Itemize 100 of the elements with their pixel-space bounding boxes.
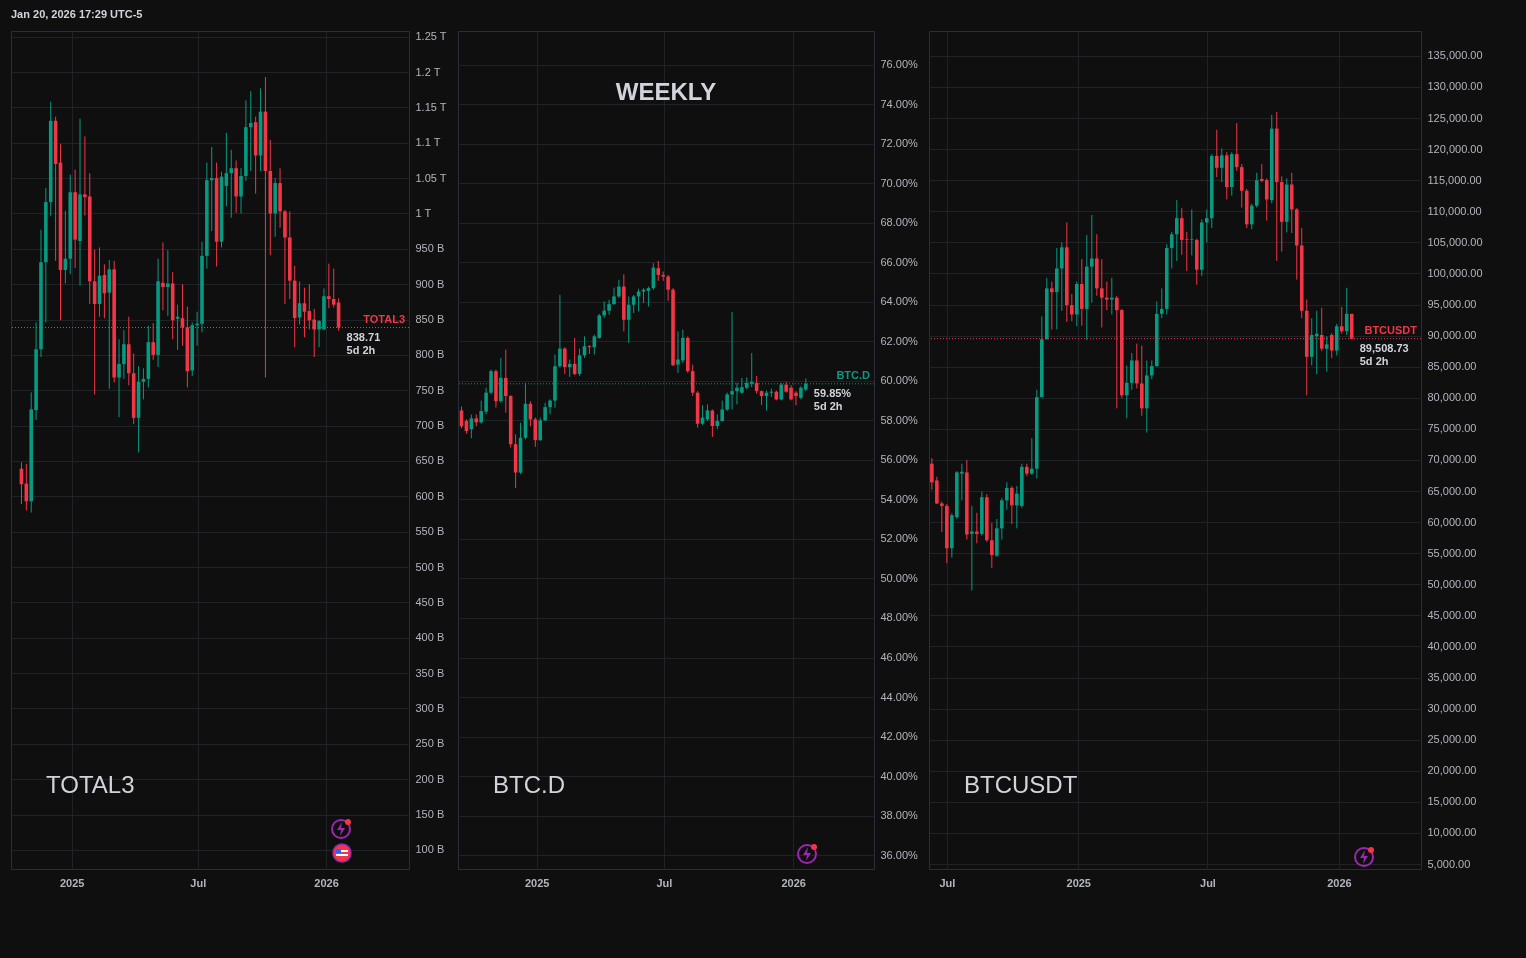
y-tick-label: 45,000.00 xyxy=(1427,608,1477,621)
y-tick-label: 75,000.00 xyxy=(1427,422,1477,435)
candlestick xyxy=(1055,247,1059,330)
y-tick-label: 40.00% xyxy=(880,769,919,782)
y-tick-label: 65,000.00 xyxy=(1427,484,1477,497)
y-tick-label: 38.00% xyxy=(880,809,919,822)
y-tick-label: 750 B xyxy=(415,383,445,396)
candlestick xyxy=(1135,343,1139,389)
y-tick-label: 70.00% xyxy=(880,176,919,189)
candlestick xyxy=(646,286,651,308)
y-tick-label: 90,000.00 xyxy=(1427,329,1477,342)
candlestick xyxy=(1105,281,1109,311)
candlestick xyxy=(1264,177,1269,222)
y-tick-label: 60.00% xyxy=(880,374,919,387)
candlestick xyxy=(548,398,552,415)
y-tick-label: 44.00% xyxy=(880,690,919,703)
y-tick-label: 130,000.00 xyxy=(1427,80,1483,93)
x-tick-label: 2025 xyxy=(524,876,550,889)
y-tick-label: 250 B xyxy=(415,737,445,750)
y-tick-label: 850 B xyxy=(415,313,445,326)
y-tick-label: 200 B xyxy=(415,772,445,785)
y-tick-label: 1.05 T xyxy=(415,171,447,184)
ref-line-label: TOTAL3 xyxy=(363,312,405,325)
candlestick xyxy=(1070,293,1074,322)
chart-subtitle: Jan 20, 2026 17:29 UTC-5 xyxy=(11,8,143,20)
candlestick xyxy=(1169,231,1174,269)
x-tick-label: 2026 xyxy=(314,876,339,889)
y-tick-label: 600 B xyxy=(415,489,445,502)
y-tick-label: 550 B xyxy=(415,525,445,538)
y-tick-label: 60,000.00 xyxy=(1427,515,1477,528)
y-tick-label: 40,000.00 xyxy=(1427,639,1477,652)
candlestick xyxy=(503,349,508,414)
y-tick-label: 150 B xyxy=(415,808,445,821)
y-tick-label: 1 T xyxy=(415,206,432,219)
candlestick xyxy=(617,279,621,299)
candlestick xyxy=(248,90,253,172)
y-tick-label: 1.1 T xyxy=(415,136,441,149)
text: BTCUSDT xyxy=(964,771,1078,798)
y-tick-label: 62.00% xyxy=(880,334,919,347)
candlestick xyxy=(1249,203,1254,230)
y-tick-label: 10,000.00 xyxy=(1427,826,1477,839)
y-tick-label: 135,000.00 xyxy=(1427,49,1483,62)
y-tick-label: 15,000.00 xyxy=(1427,795,1477,808)
y-tick-label: 76.00% xyxy=(880,58,919,71)
candlestick xyxy=(970,505,974,591)
candlestick xyxy=(1130,352,1134,391)
y-tick-label: 70,000.00 xyxy=(1427,453,1477,466)
x-tick-label: Jul xyxy=(656,876,673,889)
y-tick-label: 66.00% xyxy=(880,255,919,268)
candlestick xyxy=(690,364,695,397)
candlestick xyxy=(538,417,543,442)
candlestick xyxy=(1204,208,1209,243)
y-tick-label: 36.00% xyxy=(880,848,919,861)
candlestick xyxy=(1005,481,1009,511)
candlestick xyxy=(117,338,121,418)
candlestick xyxy=(1110,277,1114,315)
candlestick xyxy=(607,299,611,316)
y-tick-label: 950 B xyxy=(415,242,445,255)
y-tick-label: 25,000.00 xyxy=(1427,733,1477,746)
candlestick xyxy=(1214,129,1219,178)
x-tick-label: 2025 xyxy=(59,876,85,889)
candlestick xyxy=(1050,281,1054,330)
candlestick xyxy=(1125,364,1129,419)
candlestick xyxy=(1339,306,1344,335)
y-tick-label: 1.15 T xyxy=(415,100,447,113)
candlestick xyxy=(1030,437,1034,476)
x-tick-label: 2025 xyxy=(1066,876,1091,889)
y-tick-label: 1.2 T xyxy=(415,65,441,78)
y-tick-label: 85,000.00 xyxy=(1427,360,1477,373)
y-tick-label: 52.00% xyxy=(880,532,919,545)
candlestick xyxy=(990,522,994,569)
text: BTC.D xyxy=(493,771,565,798)
y-tick-label: 650 B xyxy=(415,454,445,467)
x-tick-label: Jul xyxy=(190,876,207,889)
candlestick xyxy=(1174,199,1179,262)
candlestick xyxy=(1234,122,1239,172)
y-tick-label: 700 B xyxy=(415,419,445,432)
y-tick-label: 125,000.00 xyxy=(1427,111,1483,124)
candlestick xyxy=(626,295,631,344)
y-tick-label: 450 B xyxy=(415,595,445,608)
y-tick-label: 500 B xyxy=(415,560,445,573)
y-tick-label: 58.00% xyxy=(880,413,919,426)
candlestick xyxy=(975,512,979,544)
candlestick xyxy=(1159,287,1164,319)
candlestick xyxy=(666,274,670,302)
ref-line-label: BTC.D xyxy=(836,368,871,381)
y-tick-label: 5,000.00 xyxy=(1427,857,1471,870)
candlestick xyxy=(122,329,126,380)
candlestick xyxy=(327,263,331,309)
candlestick xyxy=(543,402,547,422)
annotation: 5d 2h xyxy=(346,343,376,356)
candlestick xyxy=(1219,147,1224,183)
y-tick-label: 350 B xyxy=(415,666,445,679)
y-tick-label: 50.00% xyxy=(880,571,919,584)
y-tick-label: 50,000.00 xyxy=(1427,577,1477,590)
candlestick xyxy=(161,241,165,311)
y-tick-label: 110,000.00 xyxy=(1427,204,1482,217)
x-tick-label: 2026 xyxy=(781,876,806,889)
annotation: 89,508.73 xyxy=(1359,341,1409,354)
y-tick-label: 400 B xyxy=(415,631,445,644)
